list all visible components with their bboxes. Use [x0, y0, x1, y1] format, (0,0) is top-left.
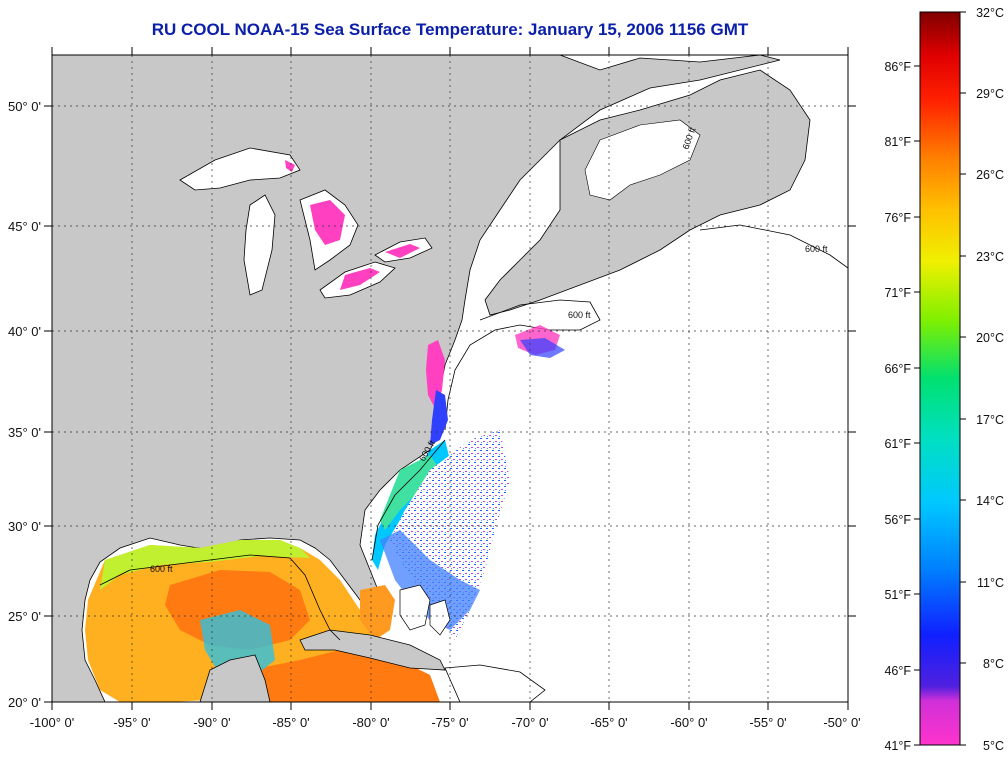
latitude-labels: 50° 0' 45° 0' 40° 0' 35° 0' 30° 0' 25° 0… [8, 99, 41, 710]
gulf-st-lawrence [584, 119, 701, 201]
isobath-gulf [99, 554, 341, 641]
celsius-label: 8°C [983, 657, 1004, 671]
land-cuba [299, 629, 446, 671]
sst-gulf-stream-core [380, 530, 480, 630]
fahrenheit-label: 81°F [884, 135, 911, 149]
fahrenheit-label: 56°F [884, 513, 911, 527]
fahrenheit-label: 86°F [884, 60, 911, 74]
sst-gulf-warm-core [165, 570, 310, 650]
map-ticks [44, 47, 856, 710]
lon-label: -55° 0' [749, 715, 786, 730]
celsius-label: 23°C [976, 250, 1004, 264]
celsius-label: 11°C [977, 576, 1004, 590]
celsius-label: 5°C [983, 739, 1004, 753]
fahrenheit-label: 66°F [884, 362, 911, 376]
lon-label: -70° 0' [511, 715, 548, 730]
lat-label: 40° 0' [8, 324, 41, 339]
fahrenheit-label: 76°F [884, 211, 911, 225]
celsius-label: 29°C [976, 87, 1004, 101]
land-north-america [52, 55, 781, 702]
sst-southeast-warm [380, 455, 440, 530]
lon-label: -80° 0' [352, 715, 389, 730]
land-bahamas [399, 584, 451, 636]
isobath-label-grand-banks: 600 ft [805, 244, 828, 254]
celsius-label: 17°C [976, 413, 1004, 427]
lon-label: -100° 0' [30, 715, 75, 730]
colorbar [919, 11, 961, 746]
lat-label: 25° 0' [8, 609, 41, 624]
land-yucatan [199, 654, 271, 702]
lon-label: -75° 0' [431, 715, 468, 730]
isobath-label-gulf: 600 ft [150, 564, 173, 574]
lon-label: -65° 0' [590, 715, 627, 730]
lat-label: 20° 0' [8, 695, 41, 710]
fahrenheit-label: 41°F [884, 739, 911, 753]
lake-cold-patches [285, 160, 420, 290]
colorbar-fahrenheit-labels: 86°F 81°F 76°F 71°F 66°F 61°F 56°F 51°F … [884, 60, 911, 753]
colorbar-celsius-labels: 32°C 29°C 26°C 23°C 20°C 17°C 14°C 11°C … [976, 6, 1004, 753]
isobath-label-ne: 600 ft [568, 310, 591, 320]
celsius-label: 20°C [976, 331, 1004, 345]
map-title: RU COOL NOAA-15 Sea Surface Temperature:… [151, 20, 749, 39]
isobath-southeast [371, 439, 446, 561]
fahrenheit-label: 71°F [884, 286, 911, 300]
celsius-label: 14°C [976, 494, 1004, 508]
land-hispaniola [444, 664, 546, 702]
celsius-label: 26°C [976, 168, 1004, 182]
lat-label: 30° 0' [8, 519, 41, 534]
sst-georges-bank-blue [520, 338, 565, 358]
lat-label: 35° 0' [8, 425, 41, 440]
fahrenheit-label: 51°F [884, 588, 911, 602]
sst-florida-bay [360, 585, 395, 640]
land-atlantic-canada [484, 69, 811, 316]
fahrenheit-label: 61°F [884, 437, 911, 451]
sst-gulf-cool-shelf [100, 540, 310, 590]
colorbar-ticks [914, 11, 966, 746]
celsius-label: 32°C [976, 6, 1004, 20]
sst-nc-shelf-cold [430, 390, 448, 445]
map-gridlines [52, 55, 848, 702]
isobath-grand-banks [699, 224, 848, 269]
lon-label: -85° 0' [272, 715, 309, 730]
lat-label: 50° 0' [8, 99, 41, 114]
lon-label: -50° 0' [823, 715, 860, 730]
longitude-labels: -100° 0' -95° 0' -90° 0' -85° 0' -80° 0'… [30, 715, 861, 730]
lat-label: 45° 0' [8, 219, 41, 234]
lon-label: -90° 0' [193, 715, 230, 730]
fahrenheit-label: 46°F [884, 664, 911, 678]
lon-label: -95° 0' [113, 715, 150, 730]
lon-label: -60° 0' [670, 715, 707, 730]
